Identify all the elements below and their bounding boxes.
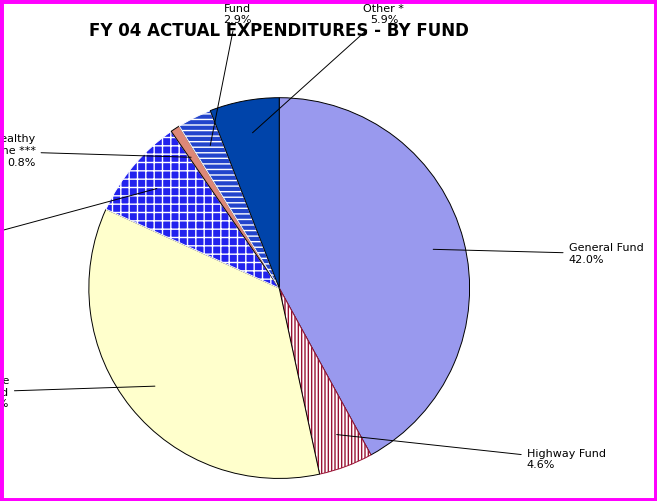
Text: Fund for a Healthy
Maine ***
0.8%: Fund for a Healthy Maine *** 0.8% bbox=[0, 134, 191, 168]
Text: Other *
5.9%: Other * 5.9% bbox=[252, 4, 404, 133]
Text: Other Special Revenue
8.6%: Other Special Revenue 8.6% bbox=[0, 188, 157, 261]
Text: Federal Block Grant
Fund
2.9%: Federal Block Grant Fund 2.9% bbox=[183, 0, 292, 146]
Wedge shape bbox=[279, 288, 371, 474]
Wedge shape bbox=[106, 131, 279, 288]
Text: Federal Expenditure
Fund
35.2%: Federal Expenditure Fund 35.2% bbox=[0, 376, 155, 409]
Text: General Fund
42.0%: General Fund 42.0% bbox=[433, 243, 643, 265]
Text: Highway Fund
4.6%: Highway Fund 4.6% bbox=[336, 434, 606, 470]
Wedge shape bbox=[279, 98, 470, 455]
Title: FY 04 ACTUAL EXPENDITURES - BY FUND: FY 04 ACTUAL EXPENDITURES - BY FUND bbox=[89, 22, 469, 40]
Wedge shape bbox=[210, 98, 279, 288]
Wedge shape bbox=[171, 126, 279, 288]
Wedge shape bbox=[179, 111, 279, 288]
Wedge shape bbox=[89, 209, 319, 478]
